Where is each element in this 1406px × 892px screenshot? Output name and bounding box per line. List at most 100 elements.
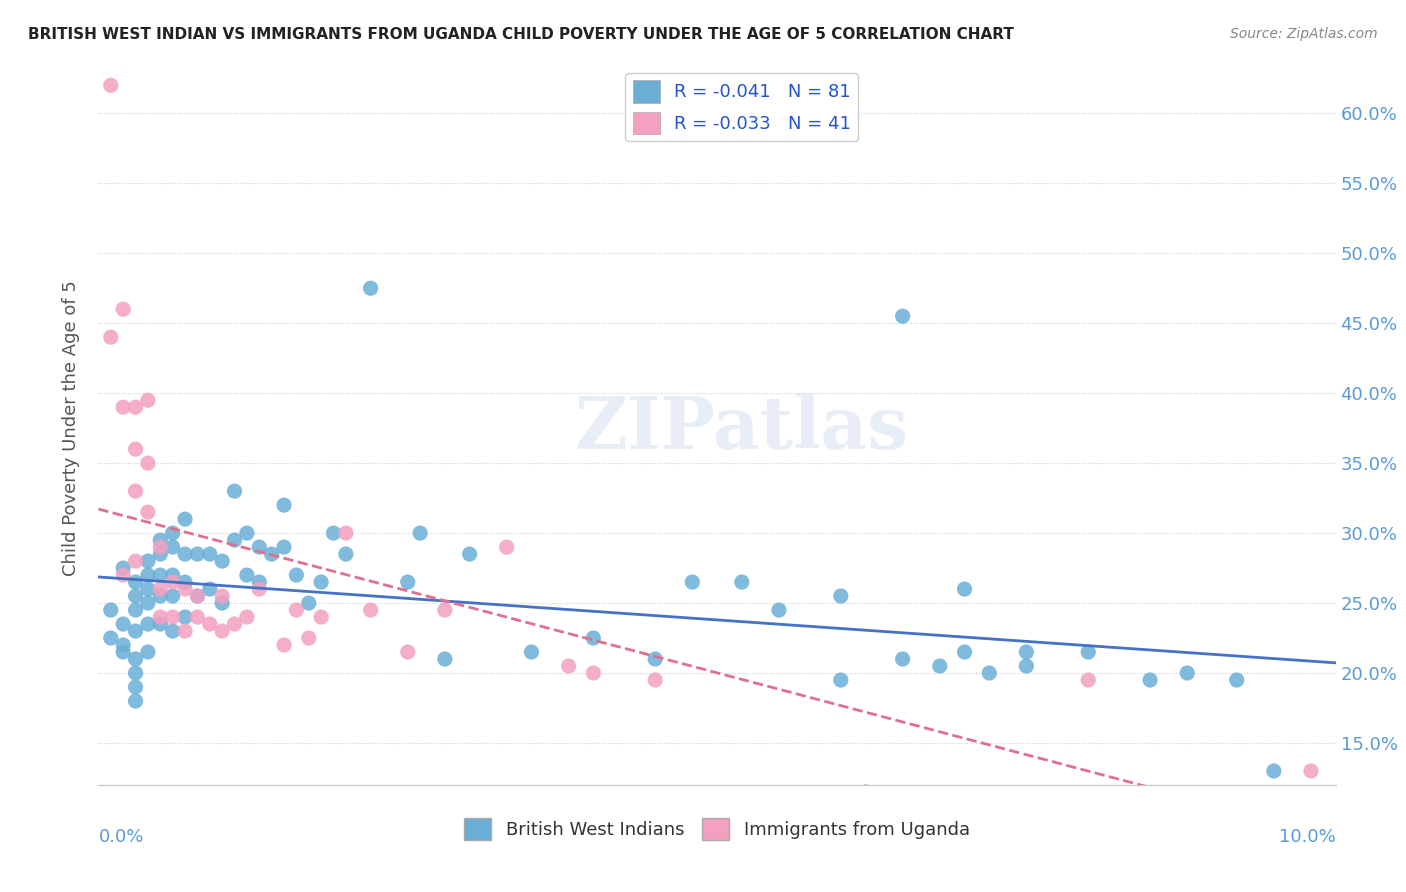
Point [236, 568, 259, 582]
Point [557, 659, 579, 673]
Text: 0.0%: 0.0% [98, 828, 143, 846]
Point [644, 673, 666, 687]
Point [149, 547, 172, 561]
Point [149, 589, 172, 603]
Point [149, 568, 172, 582]
Point [433, 603, 456, 617]
Point [322, 526, 344, 541]
Point [124, 624, 146, 638]
Point [174, 582, 197, 596]
Point [285, 603, 308, 617]
Point [335, 526, 357, 541]
Point [124, 400, 146, 414]
Point [174, 575, 197, 590]
Point [1139, 673, 1161, 687]
Point [198, 617, 221, 632]
Point [1015, 659, 1038, 673]
Point [124, 589, 146, 603]
Point [162, 575, 184, 590]
Point [162, 526, 184, 541]
Point [224, 484, 246, 499]
Point [309, 575, 332, 590]
Point [309, 610, 332, 624]
Text: Source: ZipAtlas.com: Source: ZipAtlas.com [1230, 27, 1378, 41]
Point [855, 785, 877, 799]
Point [582, 666, 605, 681]
Point [162, 610, 184, 624]
Point [1263, 764, 1285, 778]
Text: ZIPatlas: ZIPatlas [575, 392, 908, 464]
Point [124, 603, 146, 617]
Text: 10.0%: 10.0% [1279, 828, 1336, 846]
Point [360, 603, 382, 617]
Point [681, 575, 703, 590]
Point [198, 547, 221, 561]
Point [768, 603, 790, 617]
Point [273, 498, 295, 512]
Point [112, 568, 135, 582]
Point [100, 631, 122, 645]
Point [162, 589, 184, 603]
Point [149, 617, 172, 632]
Point [830, 589, 852, 603]
Point [149, 582, 172, 596]
Point [236, 526, 259, 541]
Point [136, 596, 159, 610]
Point [396, 645, 419, 659]
Point [247, 575, 270, 590]
Point [1226, 673, 1249, 687]
Point [495, 540, 517, 554]
Point [136, 568, 159, 582]
Point [891, 652, 914, 666]
Point [100, 330, 122, 344]
Point [136, 505, 159, 519]
Point [112, 561, 135, 575]
Point [396, 575, 419, 590]
Point [136, 456, 159, 470]
Point [1077, 645, 1099, 659]
Point [360, 281, 382, 295]
Point [1015, 645, 1038, 659]
Point [124, 554, 146, 568]
Point [136, 393, 159, 408]
Point [100, 603, 122, 617]
Point [273, 638, 295, 652]
Point [1077, 673, 1099, 687]
Point [236, 610, 259, 624]
Point [298, 631, 321, 645]
Point [953, 582, 976, 596]
Point [409, 526, 432, 541]
Point [124, 442, 146, 457]
Point [260, 547, 283, 561]
Point [124, 484, 146, 499]
Point [124, 575, 146, 590]
Point [162, 624, 184, 638]
Point [112, 645, 135, 659]
Point [211, 596, 233, 610]
Point [162, 568, 184, 582]
Point [582, 631, 605, 645]
Point [174, 512, 197, 526]
Point [830, 673, 852, 687]
Point [112, 638, 135, 652]
Point [100, 78, 122, 93]
Point [149, 540, 172, 554]
Point [1299, 764, 1322, 778]
Point [136, 617, 159, 632]
Point [891, 310, 914, 324]
Point [211, 554, 233, 568]
Point [162, 540, 184, 554]
Y-axis label: Child Poverty Under the Age of 5: Child Poverty Under the Age of 5 [62, 280, 80, 576]
Point [136, 554, 159, 568]
Text: BRITISH WEST INDIAN VS IMMIGRANTS FROM UGANDA CHILD POVERTY UNDER THE AGE OF 5 C: BRITISH WEST INDIAN VS IMMIGRANTS FROM U… [28, 27, 1014, 42]
Point [186, 547, 208, 561]
Point [731, 575, 754, 590]
Point [186, 610, 208, 624]
Legend: R = -0.041   N = 81, R = -0.033   N = 41: R = -0.041 N = 81, R = -0.033 N = 41 [626, 73, 858, 141]
Point [335, 547, 357, 561]
Point [928, 659, 950, 673]
Point [224, 533, 246, 547]
Point [211, 589, 233, 603]
Point [979, 666, 1001, 681]
Point [285, 568, 308, 582]
